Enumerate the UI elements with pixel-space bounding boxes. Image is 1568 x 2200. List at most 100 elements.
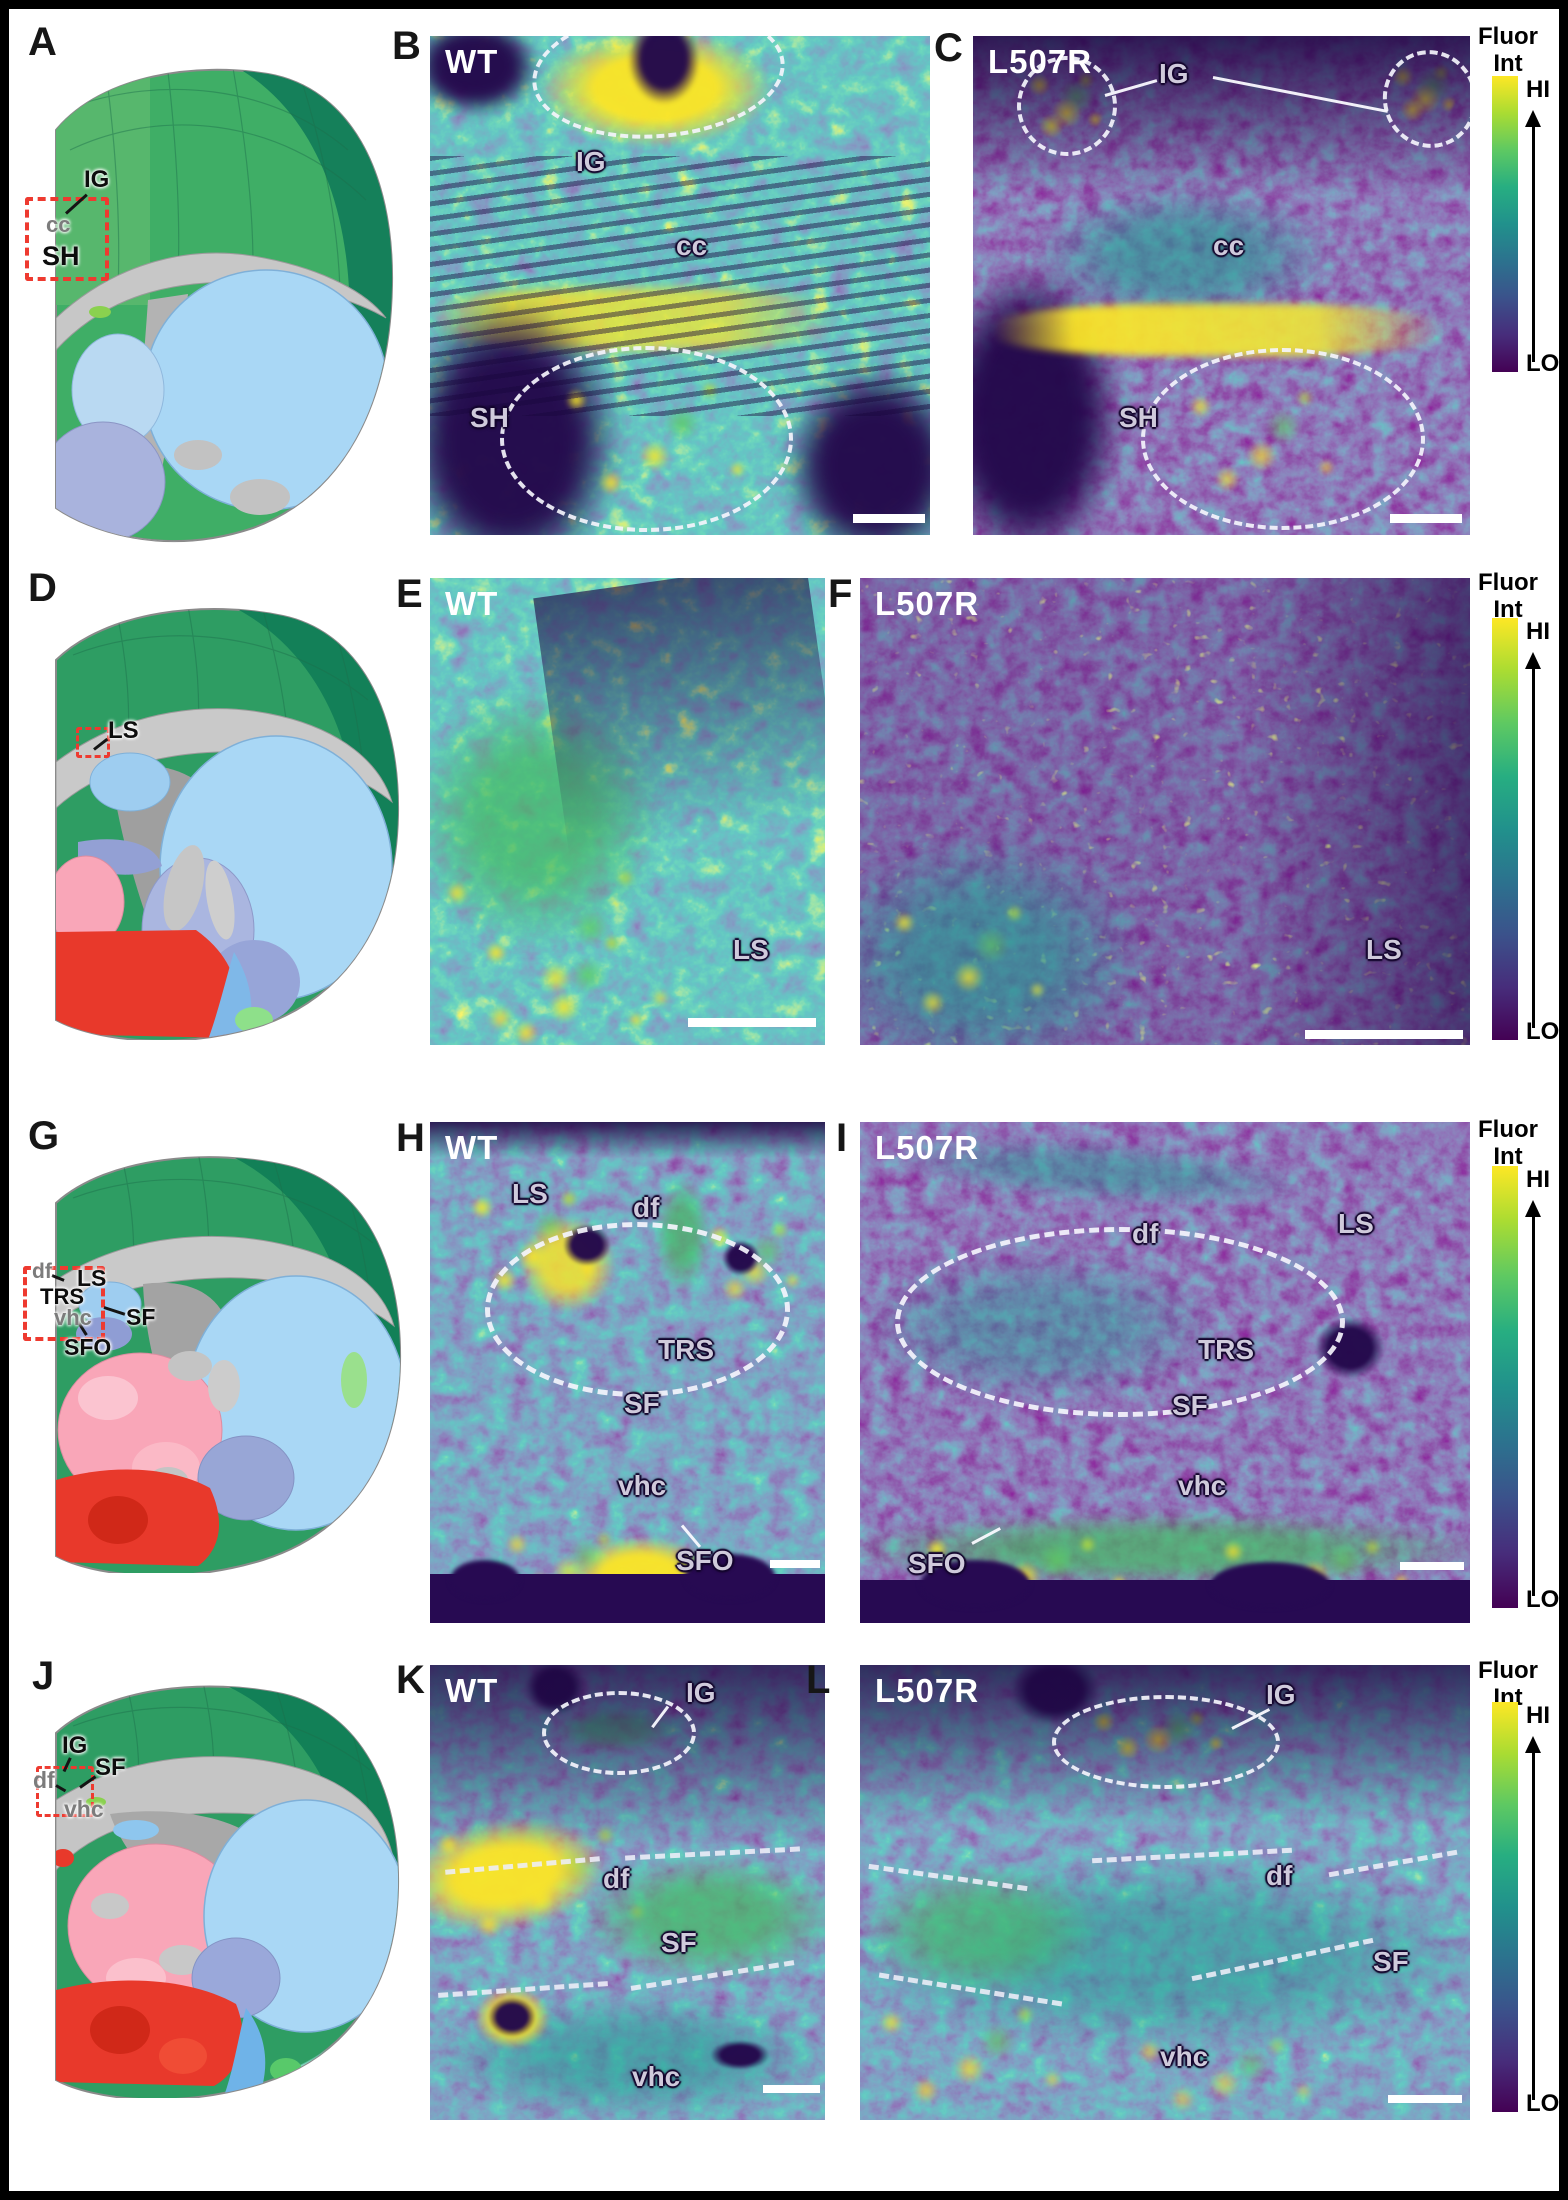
region-label-vhc: vhc [1178,1470,1227,1501]
colorbar-hi: HI [1526,1702,1550,1729]
atlas-label-cc: cc [46,212,71,237]
panel-letter: K [396,1658,425,1702]
dashed-outline-ig [1052,1695,1280,1789]
region-label-sh: SH [1119,402,1158,433]
colorbar-title: Fluor Int [1478,1116,1538,1170]
region-label-ig: IG [1266,1679,1296,1710]
dashed-outline-trs [895,1227,1345,1417]
genotype-label: L507R [875,1129,980,1166]
genotype-label: WT [445,1672,499,1709]
region-label-ig: IG [686,1677,716,1708]
brain-atlas-section-G [55,1156,402,1573]
colorbar-title: Fluor Int [1478,569,1538,623]
region-label-df: df [1132,1218,1159,1249]
dashed-outline-sh [1141,348,1425,530]
scale-bar [763,2085,820,2093]
region-label-cc: cc [676,230,708,261]
panel-letter: I [836,1116,848,1160]
region-label-ig: IG [1159,58,1189,89]
atlas-region-box [23,1266,105,1341]
micrograph-F-l507r: L507R LS [860,578,1470,1045]
region-label-sf: SF [1373,1946,1409,1977]
atlas-label-ig: IG [84,166,110,193]
colorbar-arrow [1525,652,1541,1028]
region-label-trs: TRS [1198,1334,1254,1365]
genotype-label: L507R [875,585,980,622]
panel-letter: E [396,572,423,616]
region-label-sf: SF [1172,1390,1208,1421]
atlas-label-sf: SF [126,1304,156,1330]
panel-letter: H [396,1116,425,1160]
scale-bar [1400,1562,1464,1570]
micrograph-K-wt: WT IG df SF vhc [430,1665,825,2120]
atlas-label-trs: TRS [40,1284,84,1309]
panel-letter: A [28,20,57,64]
region-label-ls: LS [1338,1208,1374,1239]
atlas-label-ig: IG [62,1732,88,1759]
atlas-region-box [76,727,110,758]
region-label-df: df [603,1863,630,1894]
region-label-sf: SF [661,1927,697,1958]
genotype-label: WT [445,1129,499,1166]
region-label-sh: SH [470,402,509,433]
genotype-label: L507R [875,1672,980,1709]
colorbar-gradient [1492,1702,1518,2112]
micrograph-C-l507r: L507R IG cc SH [973,36,1470,535]
region-label-ls: LS [733,934,769,965]
region-label-ls: LS [512,1178,548,1209]
colorbar-arrow [1525,1736,1541,2100]
colorbar-gradient [1492,1166,1518,1608]
scale-bar [1390,514,1462,523]
micrograph-H-wt: WT LS df TRS SF vhc SFO [430,1122,825,1623]
atlas-label-vhc: vhc [64,1796,104,1822]
panel-letter: B [392,24,421,68]
micrograph-L-l507r: L507R IG df SF vhc [860,1665,1470,2120]
colorbar-hi: HI [1526,1166,1550,1193]
dashed-outline-trs [485,1222,790,1397]
panel-letter: C [934,26,963,70]
region-label-df: df [633,1192,660,1223]
scale-bar [853,514,925,523]
brain-atlas-section-D [55,608,400,1040]
brain-atlas-section-J [55,1685,400,2098]
genotype-label: WT [445,43,499,80]
colorbar-arrow [1525,110,1541,362]
atlas-label-ls: LS [77,1265,107,1291]
region-label-sfo: SFO [908,1548,966,1579]
panel-letter: F [828,572,853,616]
colorbar-hi: HI [1526,76,1550,103]
region-label-vhc: vhc [632,2061,681,2092]
brain-atlas-section-A [55,68,394,543]
scale-bar [770,1560,820,1568]
dashed-outline-sh [500,346,793,532]
colorbar-lo: LO [1526,1018,1560,1045]
atlas-label-sf: SF [95,1754,126,1781]
scale-bar [1305,1030,1463,1039]
colorbar-gradient [1492,76,1518,372]
region-label-vhc: vhc [618,1470,667,1501]
atlas-label-vhc: vhc [54,1305,92,1330]
region-label-ig: IG [576,146,606,177]
colorbar-hi: HI [1526,618,1550,645]
region-label-trs: TRS [658,1334,714,1365]
colorbar-arrow [1525,1200,1541,1596]
colorbar-title: Fluor Int [1478,23,1538,77]
genotype-label: WT [445,585,499,622]
panel-letter: J [32,1654,55,1698]
colorbar-lo: LO [1526,350,1560,377]
region-label-cc: cc [1213,230,1245,261]
region-label-sfo: SFO [676,1545,734,1576]
colorbar-gradient [1492,618,1518,1040]
atlas-label-sfo: SFO [64,1334,112,1360]
colorbar-lo: LO [1526,1586,1560,1613]
atlas-label-sh: SH [42,241,80,271]
panel-letter: G [28,1114,60,1158]
micrograph-I-l507r: L507R df LS TRS SF vhc SFO [860,1122,1470,1623]
region-label-ls: LS [1366,934,1402,965]
genotype-label: L507R [988,43,1093,80]
region-label-vhc: vhc [1160,2041,1209,2072]
atlas-label-df: df [32,1260,52,1283]
panel-letter: L [806,1658,831,1702]
atlas-region-box [25,197,109,281]
